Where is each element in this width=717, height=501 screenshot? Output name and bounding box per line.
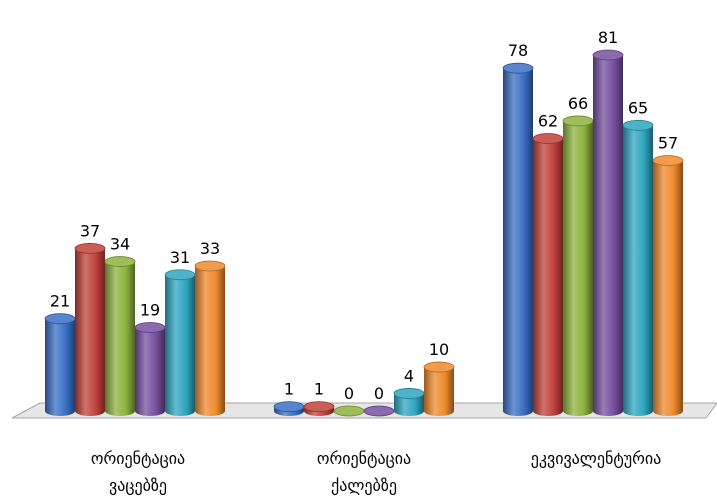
bar-s5-c2 [393, 388, 425, 416]
bar-s6-c3 [652, 155, 684, 416]
bar-s3-c3 [562, 115, 594, 416]
bar-s2-c2 [303, 401, 335, 416]
data-label-s6-c3: 57 [658, 133, 678, 152]
data-label-s6-c1: 33 [200, 239, 220, 258]
category-label-2-line-1: ორიენტაცია [317, 449, 411, 468]
bar-s5-c1 [164, 269, 196, 416]
bar-s4-c2 [363, 405, 395, 417]
data-label-s2-c3: 62 [538, 112, 558, 131]
bar-s5-c3 [622, 119, 654, 416]
bar-s1-c3 [502, 62, 534, 417]
bar-s3-c2 [333, 405, 365, 417]
category-label-3-line-1: ეკვივალენტურია [531, 449, 662, 468]
data-label-s6-c2: 10 [429, 340, 449, 359]
category-label-2-line-2: ქალებზე [331, 476, 397, 495]
data-label-s5-c2: 4 [404, 366, 414, 385]
category-label-1-line-2: ვაცებზე [109, 476, 167, 495]
category-label-1-line-1: ორიენტაცია [91, 449, 185, 468]
data-label-s3-c2: 0 [344, 384, 354, 403]
data-label-s3-c3: 66 [568, 94, 588, 113]
data-label-s1-c2: 1 [284, 380, 294, 399]
data-label-s4-c2: 0 [374, 384, 384, 403]
data-label-s1-c1: 21 [50, 292, 70, 311]
data-label-s5-c3: 65 [628, 98, 648, 117]
data-label-s1-c3: 78 [508, 41, 528, 60]
bar-s1-c2 [273, 401, 305, 416]
bar-s2-c1 [74, 242, 106, 416]
bar-s2-c3 [532, 133, 564, 417]
bar-s4-c1 [134, 322, 166, 416]
data-label-s4-c1: 19 [140, 300, 160, 319]
data-label-s2-c1: 37 [80, 221, 100, 240]
bar-s6-c1 [194, 260, 226, 416]
bar-s1-c1 [44, 313, 76, 416]
data-label-s4-c3: 81 [598, 28, 618, 47]
data-label-s2-c2: 1 [314, 380, 324, 399]
bar-s3-c1 [104, 256, 136, 416]
bar-s4-c3 [592, 49, 624, 416]
bar-s6-c2 [423, 361, 455, 416]
data-label-s5-c1: 31 [170, 248, 190, 267]
data-label-s3-c1: 34 [110, 235, 130, 254]
